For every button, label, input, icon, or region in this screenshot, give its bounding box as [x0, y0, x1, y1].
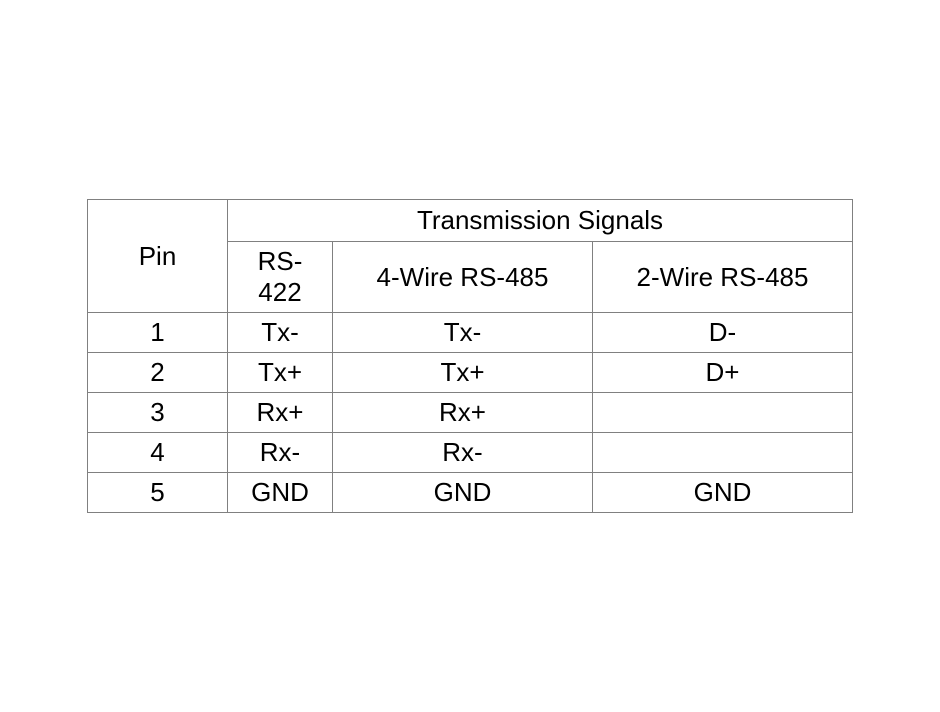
cell-rs422: GND: [228, 473, 333, 513]
cell-pin: 5: [88, 473, 228, 513]
pinout-table: Pin Transmission Signals RS-422 4-Wire R…: [87, 199, 853, 513]
table-row: 3 Rx+ Rx+: [88, 393, 853, 433]
cell-2wire: [593, 433, 853, 473]
cell-2wire: D+: [593, 353, 853, 393]
pinout-table-container: Pin Transmission Signals RS-422 4-Wire R…: [87, 199, 853, 513]
cell-4wire: Tx-: [333, 313, 593, 353]
cell-pin: 4: [88, 433, 228, 473]
header-pin: Pin: [88, 200, 228, 313]
cell-rs422: Rx+: [228, 393, 333, 433]
cell-2wire: D-: [593, 313, 853, 353]
cell-pin: 2: [88, 353, 228, 393]
cell-rs422: Rx-: [228, 433, 333, 473]
cell-4wire: GND: [333, 473, 593, 513]
table-row: 1 Tx- Tx- D-: [88, 313, 853, 353]
cell-2wire: [593, 393, 853, 433]
header-transmission-signals: Transmission Signals: [228, 200, 853, 242]
cell-2wire: GND: [593, 473, 853, 513]
table-row: 5 GND GND GND: [88, 473, 853, 513]
table-row: 2 Tx+ Tx+ D+: [88, 353, 853, 393]
cell-4wire: Rx+: [333, 393, 593, 433]
cell-pin: 1: [88, 313, 228, 353]
cell-4wire: Tx+: [333, 353, 593, 393]
header-4wire-rs485: 4-Wire RS-485: [333, 242, 593, 313]
cell-rs422: Tx+: [228, 353, 333, 393]
cell-rs422: Tx-: [228, 313, 333, 353]
header-2wire-rs485: 2-Wire RS-485: [593, 242, 853, 313]
header-rs422: RS-422: [228, 242, 333, 313]
table-row: 4 Rx- Rx-: [88, 433, 853, 473]
cell-pin: 3: [88, 393, 228, 433]
cell-4wire: Rx-: [333, 433, 593, 473]
